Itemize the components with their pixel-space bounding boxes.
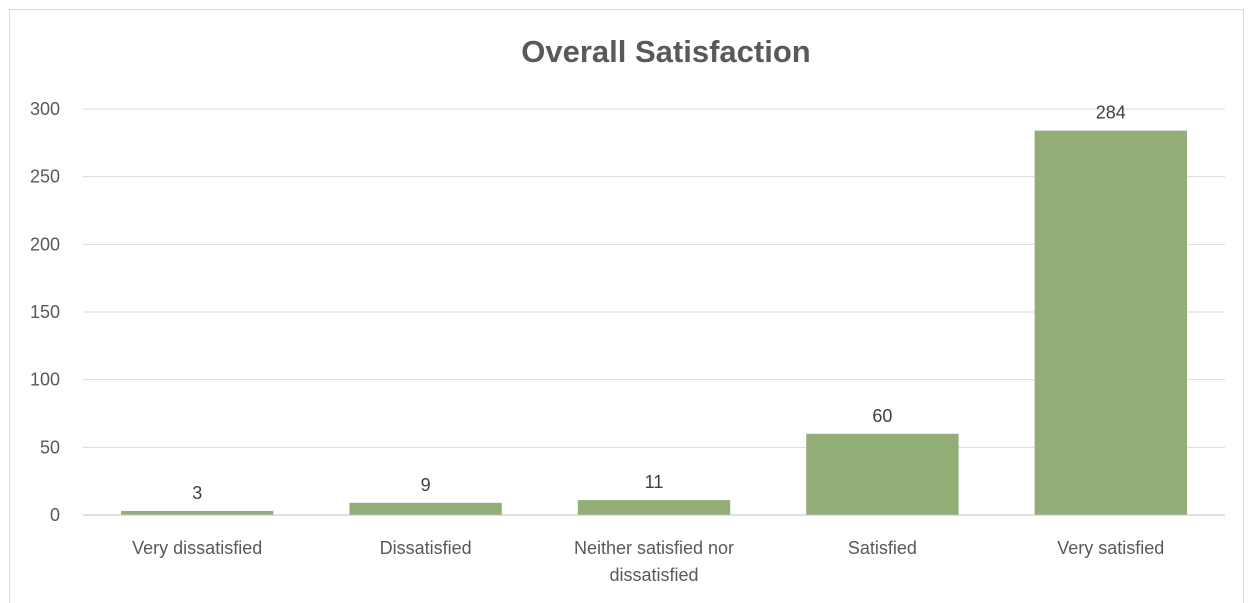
- data-labels: 3 9 11 60 284: [192, 103, 1126, 503]
- x-tick-label: Dissatisfied: [380, 538, 472, 558]
- bar: [577, 500, 731, 515]
- bars: [121, 130, 1187, 516]
- y-tick-label: 100: [30, 370, 60, 390]
- bar: [349, 502, 502, 515]
- y-tick-label: 150: [30, 302, 60, 322]
- data-label: 284: [1096, 103, 1126, 123]
- x-tick-label: Neither satisfied nor: [574, 538, 734, 558]
- y-tick-label: 300: [30, 99, 60, 119]
- y-tick-label: 250: [30, 167, 60, 187]
- x-tick-label: Satisfied: [848, 538, 917, 558]
- y-tick-label: 200: [30, 234, 60, 254]
- bar: [121, 510, 274, 515]
- data-label: 9: [421, 475, 431, 495]
- y-axis: 0 50 100 150 200 250 300: [30, 99, 60, 525]
- data-label: 3: [192, 483, 202, 503]
- y-tick-label: 50: [40, 437, 60, 457]
- x-tick-label: Very dissatisfied: [132, 538, 262, 558]
- x-tick-label: dissatisfied: [609, 565, 698, 585]
- x-tick-label: Very satisfied: [1057, 538, 1164, 558]
- x-axis: Very dissatisfied Dissatisfied Neither sat…: [83, 514, 1225, 585]
- data-label: 11: [645, 472, 664, 492]
- bar: [806, 433, 959, 515]
- y-tick-label: 0: [50, 505, 60, 525]
- chart-title: Overall Satisfaction: [521, 34, 810, 69]
- data-label: 60: [872, 406, 892, 426]
- bar: [1034, 130, 1187, 516]
